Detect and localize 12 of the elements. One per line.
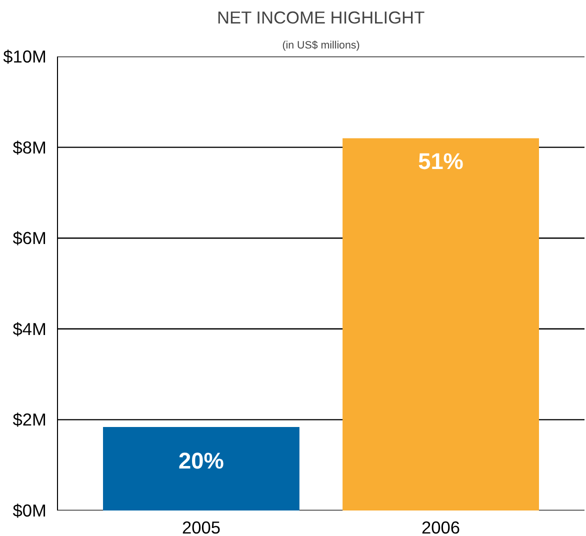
y-tick-label: $6M bbox=[12, 228, 47, 248]
y-tick-label: $2M bbox=[12, 410, 47, 430]
y-tick-label: $4M bbox=[12, 318, 47, 339]
x-tick-label: 2006 bbox=[422, 518, 460, 536]
y-tick-label: $10M bbox=[3, 46, 47, 66]
y-tick-label: $0M bbox=[12, 500, 47, 520]
chart-title: NET INCOME HIGHLIGHT bbox=[217, 8, 426, 28]
annotation: 51% bbox=[418, 148, 464, 174]
y-tick-label: $8M bbox=[12, 137, 47, 158]
x-tick-label: 2005 bbox=[182, 518, 221, 536]
annotation: 20% bbox=[178, 447, 224, 474]
chart-subtitle: (in US$ millions) bbox=[282, 40, 360, 52]
